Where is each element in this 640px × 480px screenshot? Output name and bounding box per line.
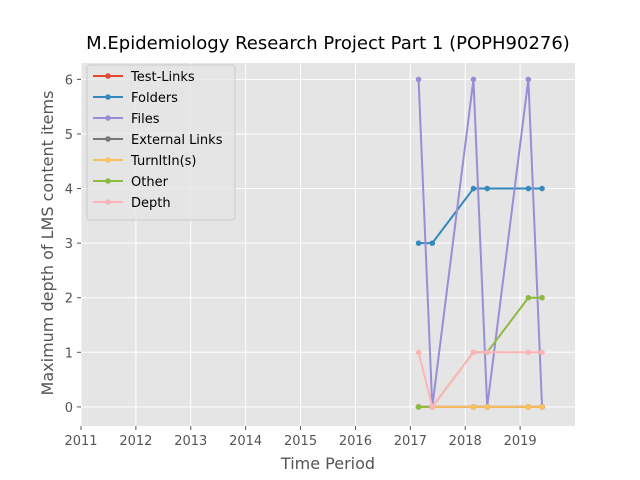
x-axis-label: Time Period <box>280 454 375 473</box>
series-lines <box>415 76 545 410</box>
data-point <box>484 404 490 410</box>
y-axis-label: Maximum depth of LMS content items <box>38 91 57 396</box>
legend-item: Folders <box>93 91 178 106</box>
x-tick-label: 2013 <box>174 434 207 449</box>
series-depth <box>415 349 545 410</box>
x-tick-label: 2015 <box>284 434 317 449</box>
data-point <box>470 349 477 356</box>
data-point <box>539 294 545 301</box>
legend-marker <box>105 178 111 184</box>
data-point <box>470 404 477 410</box>
data-point <box>525 185 532 192</box>
y-tick-label: 3 <box>65 237 73 252</box>
data-point <box>415 349 422 356</box>
legend-marker <box>105 157 111 163</box>
x-tick-label: 2019 <box>504 434 537 449</box>
legend-marker <box>105 199 111 205</box>
legend-label: Files <box>131 112 160 127</box>
chart-title: M.Epidemiology Research Project Part 1 (… <box>86 33 570 54</box>
data-point <box>484 349 490 356</box>
x-axis-ticks: 2011 2012 2013 2014 2015 2016 2017 2018 2019 <box>64 426 537 449</box>
data-point <box>470 76 477 83</box>
data-point <box>484 185 490 192</box>
data-point <box>415 76 422 83</box>
data-point <box>429 404 436 410</box>
data-point <box>525 76 532 83</box>
legend-marker <box>105 115 111 121</box>
x-tick-label: 2016 <box>339 434 372 449</box>
legend: Test-Links Folders Files External Links Turn… <box>86 64 236 221</box>
series-line-files <box>417 79 544 408</box>
legend-label: External Links <box>131 133 223 148</box>
data-point <box>525 404 532 410</box>
data-point <box>470 185 477 192</box>
y-tick-label: 2 <box>65 292 73 307</box>
data-point <box>525 294 532 301</box>
legend-marker <box>105 73 111 79</box>
y-tick-label: 6 <box>65 73 73 88</box>
legend-item: TurnItIn(s) <box>93 154 196 169</box>
x-tick-label: 2018 <box>449 434 482 449</box>
legend-item: Depth <box>93 196 171 211</box>
y-tick-label: 4 <box>65 183 73 198</box>
data-point <box>415 404 422 410</box>
x-tick-label: 2014 <box>229 434 262 449</box>
legend-label: Folders <box>131 91 178 106</box>
legend-label: Test-Links <box>130 70 195 85</box>
legend-item: Test-Links <box>93 70 195 85</box>
legend-box <box>86 64 236 221</box>
y-tick-label: 0 <box>65 401 73 416</box>
x-tick-label: 2012 <box>119 434 152 449</box>
legend-marker <box>105 94 111 100</box>
y-tick-label: 5 <box>65 128 73 143</box>
legend-marker <box>105 136 111 142</box>
data-point <box>539 404 545 410</box>
data-point <box>539 185 545 192</box>
x-tick-label: 2011 <box>64 434 97 449</box>
data-point <box>525 349 532 356</box>
data-point <box>539 349 545 356</box>
legend-item: Other <box>93 175 169 190</box>
data-point <box>415 240 422 246</box>
data-point <box>429 240 436 246</box>
y-tick-label: 1 <box>65 346 73 361</box>
legend-label: TurnItIn(s) <box>130 154 196 169</box>
y-axis-ticks: 0 1 2 3 4 5 6 <box>65 73 81 416</box>
legend-label: Other <box>131 175 169 190</box>
x-tick-label: 2017 <box>394 434 427 449</box>
legend-item: External Links <box>93 133 223 148</box>
series-folders <box>415 185 545 246</box>
legend-item: Files <box>93 112 160 127</box>
legend-label: Depth <box>131 196 171 211</box>
